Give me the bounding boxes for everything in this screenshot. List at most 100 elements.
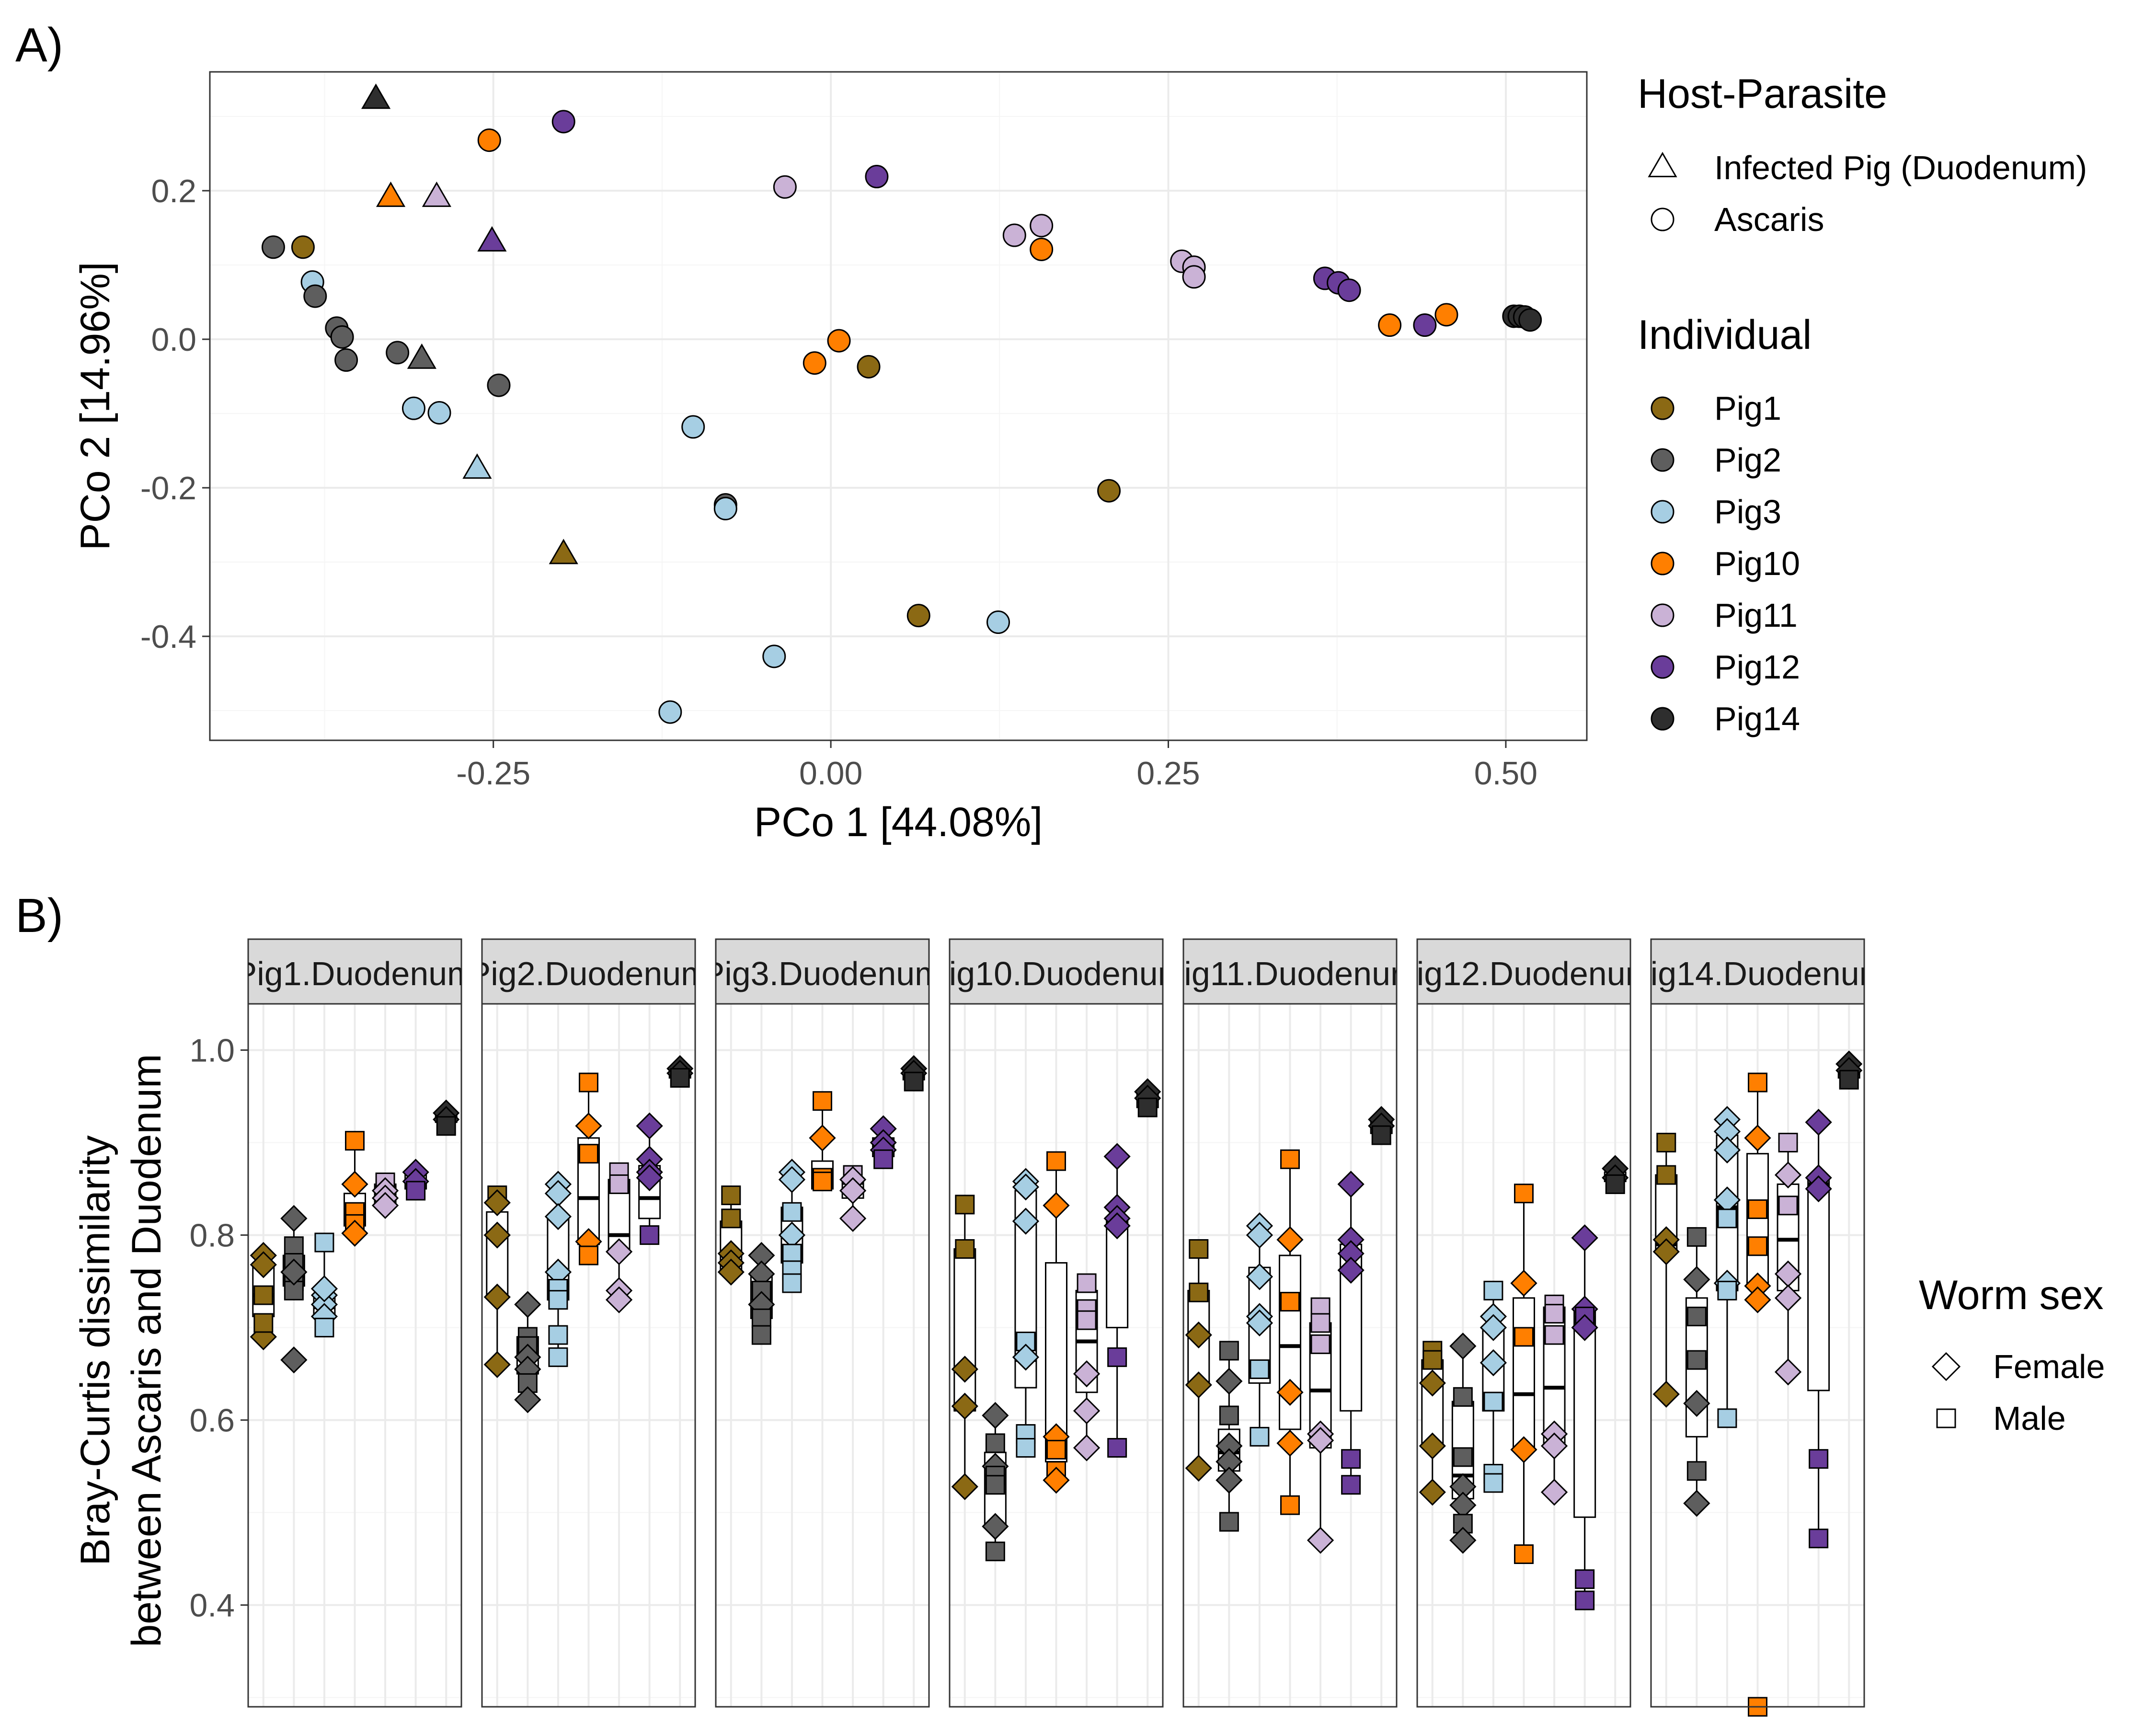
point-female-pig10 bbox=[1276, 1226, 1304, 1254]
legend-label: Pig12 bbox=[1714, 648, 1800, 686]
point-male-pig2 bbox=[1219, 1405, 1239, 1426]
point-female-pig11 bbox=[1774, 1358, 1802, 1386]
facet-strip bbox=[1416, 938, 1631, 1005]
point-male-pig12 bbox=[1809, 1529, 1829, 1549]
facet-pig11-duodenum: Pig11.Duodenum bbox=[1182, 938, 1398, 1708]
point-female-pig11 bbox=[1774, 1161, 1802, 1189]
point-male-pig12 bbox=[1107, 1438, 1127, 1458]
legend-diamond-key bbox=[1931, 1352, 1961, 1381]
legend-key-pig1 bbox=[1651, 396, 1674, 420]
point-female-pig1 bbox=[951, 1473, 978, 1500]
point-female-pig10 bbox=[1276, 1379, 1304, 1406]
point-female-pig10 bbox=[575, 1112, 602, 1139]
point-male-pig2 bbox=[985, 1475, 1005, 1495]
worm-sex-legend: Worm sex Female Male bbox=[1919, 1272, 2105, 1437]
pcoa-point-duodenum-pig1 bbox=[549, 539, 578, 564]
pcoa-point-ascaris-pig3 bbox=[658, 700, 682, 724]
point-female-pig12 bbox=[636, 1112, 663, 1139]
point-female-pig1 bbox=[1185, 1371, 1212, 1399]
point-female-pig3 bbox=[1246, 1309, 1273, 1337]
pcoa-point-ascaris-pig2 bbox=[330, 325, 354, 349]
point-male-pig10 bbox=[1280, 1292, 1300, 1312]
point-male-pig10 bbox=[1748, 1236, 1767, 1256]
point-male-pig12 bbox=[1107, 1347, 1127, 1367]
point-female-pig10 bbox=[1043, 1192, 1070, 1219]
point-male-pig2 bbox=[1453, 1387, 1473, 1407]
legend-key-pig14 bbox=[1651, 707, 1674, 731]
pcoa-x-tick-label: -0.25 bbox=[456, 755, 530, 792]
point-male-pig2 bbox=[985, 1541, 1005, 1562]
pcoa-point-ascaris-pig10 bbox=[1434, 303, 1458, 327]
pcoa-plot: -0.25 0.00 0.25 0.50 -0.4 -0.2 0.0 0.2 PCo 1 [4… bbox=[72, 71, 1588, 845]
pcoa-point-ascaris-pig2 bbox=[334, 348, 358, 372]
pcoa-point-ascaris-pig3 bbox=[681, 415, 705, 439]
point-male-pig12 bbox=[1341, 1475, 1361, 1495]
point-male-pig3 bbox=[1717, 1280, 1737, 1300]
point-male-pig10 bbox=[1748, 1072, 1767, 1092]
pcoa-plot-border bbox=[209, 71, 1588, 741]
pcoa-point-ascaris-pig11 bbox=[1002, 223, 1026, 247]
pcoa-point-ascaris-pig11 bbox=[1030, 214, 1054, 238]
point-female-pig11 bbox=[1073, 1397, 1101, 1425]
legend-label: Male bbox=[1993, 1400, 2066, 1437]
legend-circle-key bbox=[1651, 207, 1674, 231]
point-male-pig10 bbox=[579, 1072, 598, 1092]
point-male-pig11 bbox=[1077, 1273, 1097, 1293]
box-pig1 bbox=[953, 1248, 976, 1412]
point-male-pig3 bbox=[314, 1318, 334, 1338]
point-male-pig11 bbox=[1778, 1196, 1798, 1216]
facet-strip-label: Pig2.Duodenum bbox=[469, 955, 709, 992]
pcoa-point-duodenum-pig3 bbox=[462, 453, 492, 479]
facet-strip-label: Pig14.Duodenum bbox=[1628, 955, 1887, 992]
point-male-pig1 bbox=[1189, 1282, 1209, 1302]
point-female-pig12 bbox=[1571, 1224, 1598, 1252]
point-male-pig2 bbox=[985, 1433, 1005, 1453]
point-female-pig11 bbox=[1073, 1360, 1101, 1388]
point-male-pig1 bbox=[253, 1285, 274, 1305]
pcoa-point-duodenum-pig2 bbox=[407, 343, 436, 369]
legend-key-pig2 bbox=[1651, 448, 1674, 472]
point-female-pig1 bbox=[483, 1189, 511, 1217]
point-male-pig1 bbox=[721, 1208, 741, 1229]
point-male-pig3 bbox=[1483, 1280, 1503, 1300]
facet-strip bbox=[481, 938, 696, 1005]
point-female-pig1 bbox=[1419, 1432, 1446, 1460]
point-male-pig1 bbox=[955, 1195, 975, 1215]
legend-title-individual: Individual bbox=[1638, 312, 1812, 358]
pcoa-point-ascaris-pig2 bbox=[303, 284, 327, 308]
facet-strip bbox=[247, 938, 462, 1005]
point-female-pig1 bbox=[483, 1221, 511, 1249]
point-female-pig2 bbox=[982, 1513, 1009, 1540]
pcoa-point-ascaris-pig2 bbox=[386, 341, 410, 365]
point-female-pig2 bbox=[1216, 1368, 1243, 1395]
pcoa-point-duodenum-pig12 bbox=[477, 226, 507, 252]
point-female-pig3 bbox=[1012, 1173, 1040, 1201]
point-female-pig11 bbox=[1540, 1479, 1568, 1506]
point-female-pig2 bbox=[514, 1291, 541, 1318]
point-female-pig2 bbox=[280, 1258, 308, 1286]
pcoa-point-ascaris-pig10 bbox=[827, 329, 851, 353]
point-male-pig10 bbox=[813, 1172, 832, 1192]
point-male-pig12 bbox=[1341, 1449, 1361, 1469]
pcoa-y-tick-label: 0.0 bbox=[151, 322, 196, 358]
point-male-pig2 bbox=[1686, 1227, 1707, 1247]
point-female-pig2 bbox=[1683, 1266, 1710, 1293]
point-female-pig3 bbox=[1012, 1344, 1040, 1371]
point-female-pig3 bbox=[1479, 1349, 1507, 1377]
pcoa-axes: -0.25 0.00 0.25 0.50 -0.4 -0.2 0.0 0.2 bbox=[140, 173, 1537, 792]
point-male-pig2 bbox=[1686, 1461, 1707, 1481]
point-male-pig10 bbox=[345, 1131, 365, 1151]
point-male-pig11 bbox=[1544, 1304, 1564, 1324]
point-female-pig12 bbox=[1805, 1108, 1832, 1136]
pcoa-point-ascaris-pig1 bbox=[291, 235, 315, 259]
point-male-pig1 bbox=[1656, 1133, 1676, 1153]
pcoa-point-duodenum-pig10 bbox=[376, 181, 406, 207]
point-female-pig11 bbox=[1307, 1527, 1334, 1554]
boxplot-y-axis: 0.4 0.6 0.8 1.0 bbox=[189, 1033, 248, 1624]
point-male-pig3 bbox=[782, 1273, 802, 1293]
pcoa-grid bbox=[210, 72, 1587, 740]
point-male-pig3 bbox=[1483, 1473, 1503, 1493]
pcoa-point-ascaris-pig3 bbox=[401, 396, 425, 420]
facet-pig1-duodenum: Pig1.Duodenum bbox=[247, 938, 462, 1708]
boxplot-y-tick-label: 0.8 bbox=[189, 1218, 235, 1254]
